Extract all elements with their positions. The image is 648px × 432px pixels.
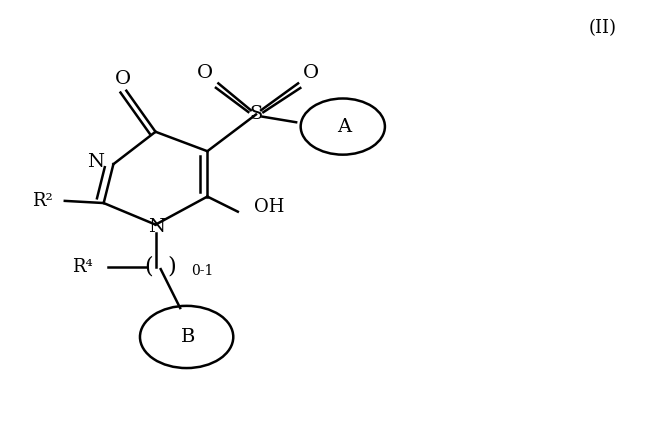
Text: (II): (II) (588, 19, 617, 37)
Text: O: O (303, 64, 319, 82)
Text: N: N (148, 218, 165, 236)
Text: N: N (87, 153, 104, 171)
Text: R²: R² (32, 192, 52, 210)
Text: B: B (181, 328, 195, 346)
Text: O: O (115, 70, 131, 88)
Text: 0-1: 0-1 (191, 264, 214, 278)
Text: S: S (249, 105, 262, 124)
Text: R⁴: R⁴ (72, 258, 93, 276)
Text: O: O (198, 64, 213, 82)
Text: OH: OH (254, 198, 284, 216)
Text: A: A (337, 118, 351, 136)
Text: ): ) (167, 256, 176, 278)
Text: (: ( (145, 256, 154, 278)
